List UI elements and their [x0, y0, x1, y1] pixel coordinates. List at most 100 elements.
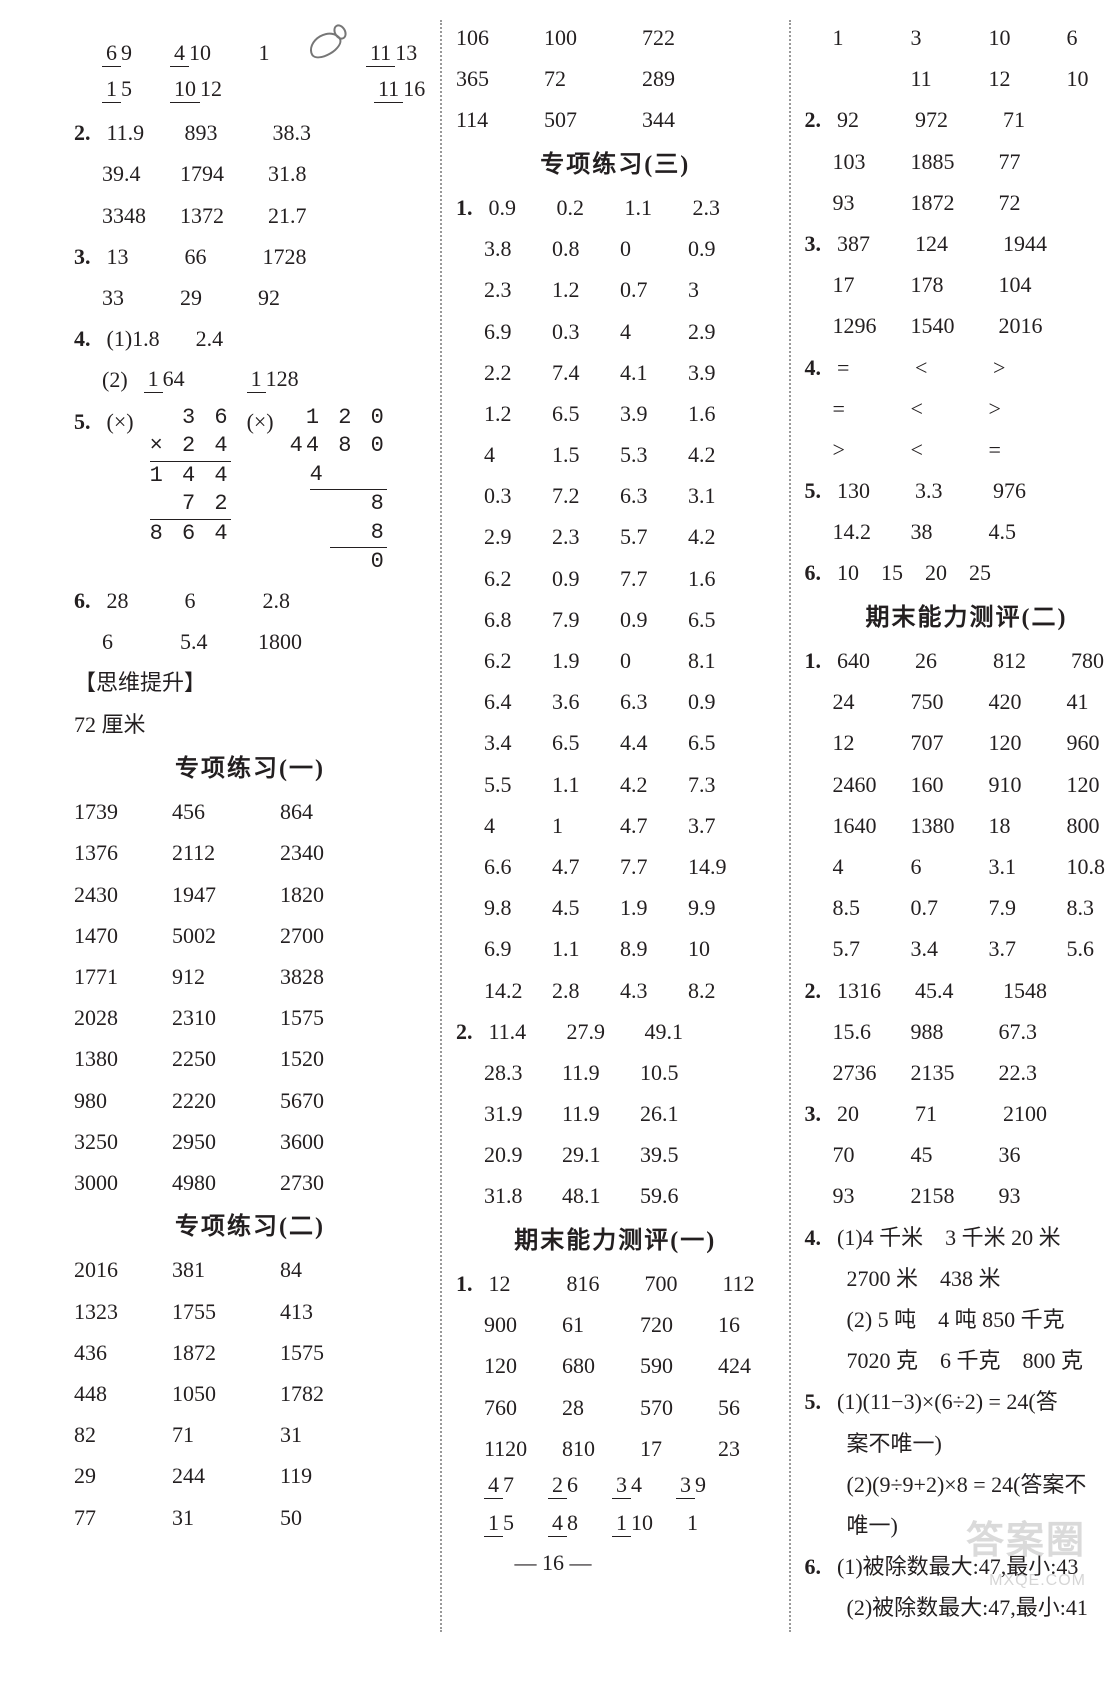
data-row: 14.2384.5: [805, 514, 1106, 549]
fraction: 15: [484, 1510, 514, 1537]
data-row: 704536: [805, 1137, 1106, 1172]
data-row: 3.46.54.46.5: [456, 725, 775, 760]
c1-q4-p1: 4. (1)1.8 2.4: [74, 321, 426, 356]
data-row: 147050022700: [74, 918, 426, 953]
data-row-first: 3.3871241944: [805, 226, 1106, 261]
data-row: 103188577: [805, 144, 1106, 179]
data-row: 11208101723: [456, 1431, 775, 1466]
question-label: 5.: [805, 473, 822, 508]
data-row: 120680590424: [456, 1348, 775, 1383]
data-row: 1739456864: [74, 794, 426, 829]
data-row: 7602857056: [456, 1390, 775, 1425]
fraction: 110: [612, 1510, 653, 1537]
data-row: 6.20.97.71.6: [456, 561, 775, 596]
question-label: 1.: [456, 190, 473, 225]
data-row: 6.43.66.30.9: [456, 684, 775, 719]
multiplication-work: 3 6 × 2 4 1 4 4 7 2 8 6 4: [150, 404, 231, 549]
fraction: 48: [548, 1510, 578, 1537]
division-work: 1 2 0 44 8 0 4 8 8 0: [290, 404, 387, 578]
data-row: ><=: [805, 432, 1106, 467]
data-row: 325029503600: [74, 1124, 426, 1159]
column-2: 10610072236572289114507344 专项练习(三) 1.0.9…: [440, 20, 791, 1632]
data-row: 43618721575: [74, 1335, 426, 1370]
data-row: =<>: [805, 391, 1106, 426]
data-row-first: 4.=<>: [805, 350, 1106, 385]
data-row: 111210: [805, 61, 1106, 96]
final1-title: 期末能力测评(一): [456, 1222, 775, 1260]
f1-frac-row2: 15481101: [456, 1505, 775, 1540]
sec2-title: 专项练习(二): [74, 1208, 426, 1246]
c1-q5: 5. (×) 3 6 × 2 4 1 4 4 7 2 8 6 4 (×) 1 2…: [74, 404, 426, 578]
c3-q6: 6. 10 15 20 25: [805, 555, 1106, 590]
frac-row-2: 15 1012 1116: [74, 76, 426, 103]
data-row: 6.91.18.910: [456, 931, 775, 966]
data-row: 9006172016: [456, 1307, 775, 1342]
data-row: 3.80.800.9: [456, 231, 775, 266]
data-row: 2.92.35.74.2: [456, 519, 775, 554]
text-line: 案不唯一): [805, 1426, 1106, 1461]
c1-q2-r1: 39.4 1794 31.8: [74, 156, 426, 191]
data-row: 5.51.14.27.3: [456, 767, 775, 802]
fraction: 26: [548, 1472, 578, 1499]
question-label: 2.: [805, 102, 822, 137]
data-row: 9.84.51.99.9: [456, 890, 775, 925]
data-row: 98022205670: [74, 1083, 426, 1118]
data-row: 28.311.910.5: [456, 1055, 775, 1090]
data-row: 827131: [74, 1417, 426, 1452]
final2-title: 期末能力测评(二): [805, 599, 1106, 637]
q3-label: 3.: [74, 239, 91, 274]
c1-q2-r0: 2. 11.9 893 38.3: [74, 115, 426, 150]
q6-label: 6.: [74, 583, 91, 618]
data-row: 2736213522.3: [805, 1055, 1106, 1090]
data-row: 201638184: [74, 1252, 426, 1287]
q4-label: 4.: [74, 321, 91, 356]
data-row: 243019471820: [74, 877, 426, 912]
q5-label: 5.: [74, 404, 91, 439]
column-3: 13106111210 2.929727110318857793187272 3…: [791, 20, 1106, 1632]
data-row: 1.26.53.91.6: [456, 396, 775, 431]
text-line: 7020 克 6 千克 800 克: [805, 1343, 1106, 1378]
data-row: 2460160910120: [805, 767, 1106, 802]
sec1-title: 专项练习(一): [74, 750, 426, 788]
data-row: 414.73.7: [456, 808, 775, 843]
data-row-first: 5.1303.3976: [805, 473, 1106, 508]
carrot-icon: [306, 20, 350, 60]
frac-row-1: 69 410 1 1113: [74, 20, 426, 70]
question-label: 4.: [805, 350, 822, 385]
text-line: 2700 米 438 米: [805, 1261, 1106, 1296]
data-row: 29244119: [74, 1458, 426, 1493]
text-line: 5.(1)(11−3)×(6÷2) = 24(答: [805, 1384, 1106, 1419]
data-row: 2.31.20.73: [456, 272, 775, 307]
column-1: 69 410 1 1113 15 1012 1116 2. 11.9 893 3…: [60, 20, 440, 1632]
c1-q3-r1: 33 29 92: [74, 280, 426, 315]
c1-q3-r0: 3. 13 66 1728: [74, 239, 426, 274]
data-row: 44810501782: [74, 1376, 426, 1411]
text-line: (2)被除数最大:47,最小:41: [805, 1590, 1106, 1625]
thinking-label: 【思维提升】: [74, 665, 426, 700]
data-row-first: 2.131645.41548: [805, 973, 1106, 1008]
data-row: 6.87.90.96.5: [456, 602, 775, 637]
data-row: 13231755413: [74, 1294, 426, 1329]
data-row: 93187272: [805, 185, 1106, 220]
data-row: 41.55.34.2: [456, 437, 775, 472]
fraction: 34: [612, 1472, 642, 1499]
f1-frac-row1: 47263439: [456, 1472, 775, 1499]
data-row: 31.911.926.1: [456, 1096, 775, 1131]
q2-label: 2.: [74, 115, 91, 150]
text-line: 4.(1)4 千米 3 千米 20 米: [805, 1220, 1106, 1255]
fraction: 39: [676, 1472, 706, 1499]
question-label: 3.: [805, 1096, 822, 1131]
text-line: (2)(9÷9+2)×8 = 24(答案不: [805, 1467, 1106, 1502]
data-row-first: 2.11.427.949.1: [456, 1014, 775, 1049]
data-row: 2475042041: [805, 684, 1106, 719]
c1-q4-p2: (2) 164 1128: [74, 362, 426, 397]
data-row: 0.37.26.33.1: [456, 478, 775, 513]
watermark-main: 答案圈: [966, 1511, 1086, 1572]
data-row: 106100722: [456, 20, 775, 55]
data-row-first: 1.0.90.21.12.3: [456, 190, 775, 225]
data-row: 13106: [805, 20, 1106, 55]
data-row-first: 1.12816700112: [456, 1266, 775, 1301]
data-row: 114507344: [456, 102, 775, 137]
page-number: — 16 —: [0, 1545, 1106, 1580]
data-row: 17719123828: [74, 959, 426, 994]
